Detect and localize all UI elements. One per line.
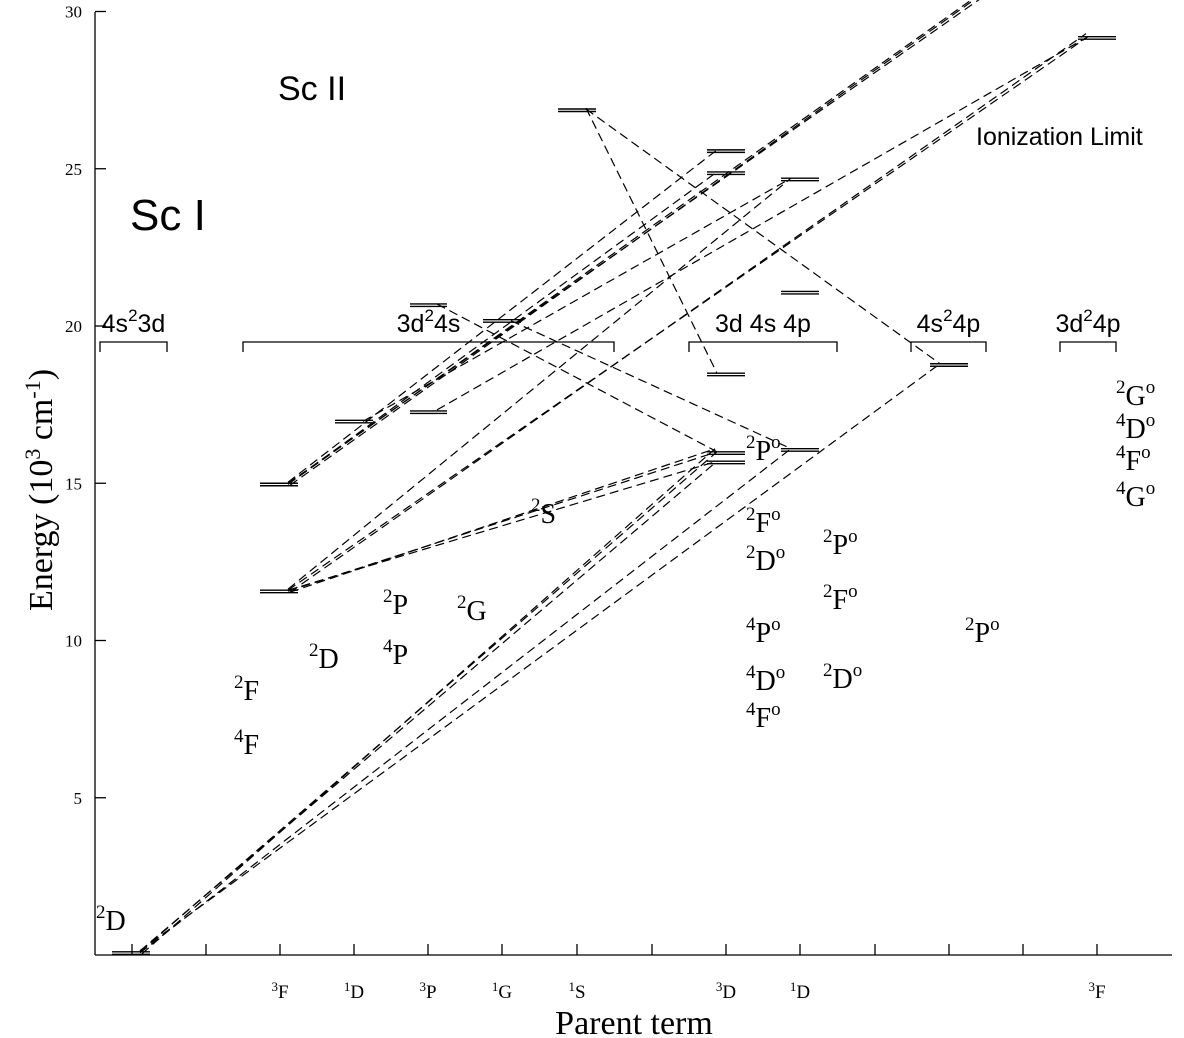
ionization-limit-label: Ionization Limit	[976, 123, 1143, 151]
term-label: 2D	[309, 640, 339, 675]
parent-term-label: 1D	[344, 979, 364, 1003]
parent-term-label: 1S	[568, 979, 585, 1003]
transitions	[139, 0, 1089, 955]
transition-line	[287, 171, 718, 485]
term-label: 2F	[234, 672, 259, 707]
species-neutral-label: Sc I	[130, 191, 206, 240]
term-label: 4F	[234, 726, 259, 761]
y-tick-label: 25	[65, 160, 82, 179]
term-label: 4Fo	[1116, 442, 1151, 477]
transition-line	[287, 460, 718, 591]
term-label: 2Fo	[823, 581, 858, 616]
configuration-bracket	[688, 341, 838, 352]
configuration-label: 3d24s	[397, 306, 461, 338]
configuration-label: 4s23d	[102, 306, 166, 338]
term-label: 4Po	[746, 614, 781, 649]
transition-line	[289, 33, 1087, 593]
y-tick-label: 30	[65, 3, 82, 22]
transition-line	[436, 303, 718, 453]
parent-term-label: 3P	[419, 979, 436, 1003]
y-axis-label: Energy (103 cm-1)	[20, 369, 60, 611]
term-label: 2Po	[746, 432, 781, 467]
term-label: 4Do	[746, 662, 785, 697]
transition-line	[139, 448, 792, 954]
configuration-bracket	[242, 341, 615, 352]
term-label: 2Do	[823, 660, 862, 695]
parent-term-label: 3F	[1088, 979, 1105, 1003]
transition-line	[289, 448, 716, 593]
parent-term-label: 1G	[492, 979, 513, 1003]
term-label: 4Do	[1116, 410, 1155, 445]
configuration-bracket	[99, 341, 168, 352]
transition-line	[287, 0, 980, 484]
transition-line	[287, 451, 718, 592]
energy-levels	[112, 35, 1116, 956]
y-ticks: 510152025303540455055	[65, 3, 106, 808]
transition-line	[287, 177, 792, 590]
y-tick-label: 10	[65, 632, 82, 651]
term-label: 2Go	[1116, 377, 1155, 412]
transition-line	[362, 177, 792, 422]
transition-line	[510, 320, 792, 450]
transition-line	[287, 149, 718, 483]
parent-term-label: 1D	[790, 979, 810, 1003]
configuration-bracket	[910, 341, 987, 352]
term-label: 2Po	[965, 614, 1000, 649]
x-axis-label: Parent term	[555, 1005, 713, 1038]
y-tick-label: 5	[74, 789, 83, 808]
transition-line	[287, 36, 1089, 591]
transition-line	[585, 107, 718, 374]
term-label: 2Fo	[746, 504, 781, 539]
term-label: 2S	[531, 495, 556, 530]
term-label: 4Fo	[746, 699, 781, 734]
transition-line	[287, 0, 973, 485]
configuration-label: 3d 4s 4p	[715, 310, 811, 338]
x-ticks: 3F 1D 3P 1G 1S 3D 1D 3F	[131, 944, 1106, 1003]
term-label: 2P	[383, 586, 408, 621]
axes	[94, 12, 1172, 956]
configuration-labels: 4s23d 3d24s 3d 4s 4p 4s24p 3d24p	[102, 306, 1121, 338]
species-ion-label: Sc II	[278, 70, 346, 108]
term-label: 2Do	[746, 542, 785, 577]
configuration-label: 4s24p	[917, 306, 981, 338]
parent-term-label: 3F	[271, 979, 288, 1003]
y-tick-label: 20	[65, 317, 82, 336]
transition-line	[585, 108, 941, 365]
term-label: 2Po	[823, 526, 858, 561]
y-tick-label: 15	[65, 474, 82, 493]
configuration-label: 3d24p	[1055, 306, 1120, 338]
term-label: 4Go	[1116, 478, 1155, 513]
configuration-brackets	[99, 341, 1117, 352]
term-label: 4P	[383, 636, 408, 671]
term-label: 2D	[96, 902, 126, 937]
term-label: 2G	[457, 592, 487, 627]
transition-line	[289, 0, 975, 486]
transition-line	[141, 448, 716, 955]
parent-term-label: 3D	[716, 979, 736, 1003]
transition-line	[436, 36, 1089, 411]
configuration-bracket	[1059, 341, 1117, 352]
transition-line	[139, 363, 941, 952]
